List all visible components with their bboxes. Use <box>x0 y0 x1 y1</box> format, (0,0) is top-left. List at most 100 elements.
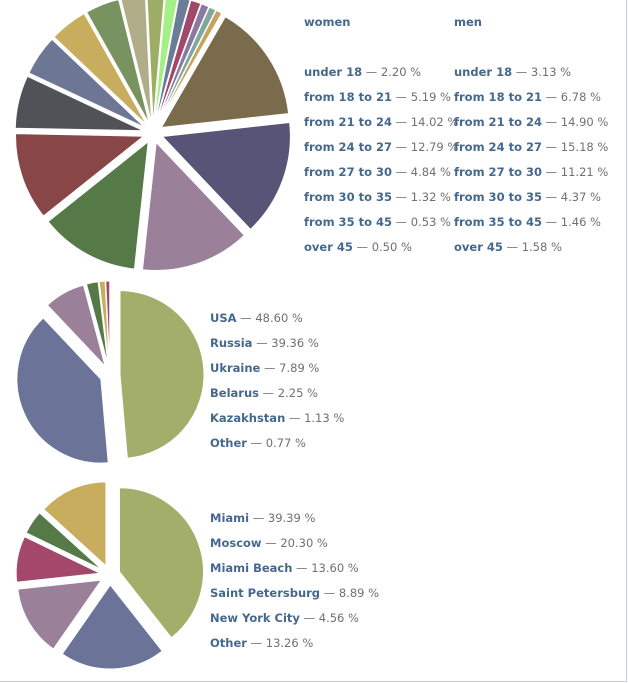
women-legend-value: 2.20 % <box>380 65 422 79</box>
city-legend-separator: — <box>292 561 312 575</box>
city-legend-value: 13.60 % <box>311 561 359 575</box>
men-legend-label[interactable]: from 30 to 35 <box>454 190 542 204</box>
country-legend-row: Ukraine — 7.89 % <box>210 356 344 381</box>
city-legend-row: Moscow — 20.30 % <box>210 531 379 556</box>
women-legend-value: 1.32 % <box>410 190 451 204</box>
women-legend-label[interactable]: from 30 to 35 <box>304 190 392 204</box>
men-age-legend: men under 18 — 3.13 % from 18 to 21 — 6.7… <box>454 10 608 260</box>
men-legend-title: men <box>454 15 482 29</box>
men-legend-label[interactable]: over 45 <box>454 240 503 254</box>
age-pie-slice[interactable] <box>53 12 148 126</box>
countries-legend: USA — 48.60 % Russia — 39.36 % Ukraine — 7… <box>210 306 344 456</box>
women-legend-title: women <box>304 15 351 29</box>
country-legend-label[interactable]: Russia <box>210 336 253 350</box>
city-legend-row: Miami Beach — 13.60 % <box>210 556 379 581</box>
country-legend-label[interactable]: Kazakhstan <box>210 411 286 425</box>
country-legend-label[interactable]: USA <box>210 311 237 325</box>
men-legend-separator: — <box>541 140 561 154</box>
age-pie-slice[interactable] <box>155 0 202 124</box>
age-pie-slice[interactable] <box>156 6 217 125</box>
country-legend-label[interactable]: Ukraine <box>210 361 261 375</box>
men-legend-label[interactable]: from 24 to 27 <box>454 140 542 154</box>
age-pie-slice[interactable] <box>47 140 149 270</box>
city-legend-separator: — <box>320 586 339 600</box>
men-legend-label[interactable]: from 21 to 24 <box>454 115 542 129</box>
country-pie-slice[interactable] <box>46 284 106 367</box>
country-pie-slice[interactable] <box>85 281 109 366</box>
men-legend-row: under 18 — 3.13 % <box>454 60 608 85</box>
age-pie-slice[interactable] <box>146 0 165 124</box>
women-legend-label[interactable]: from 24 to 27 <box>304 140 392 154</box>
city-pie-slice[interactable] <box>118 487 204 639</box>
age-pie-slice[interactable] <box>85 0 150 124</box>
country-pie-slice[interactable] <box>98 280 110 366</box>
age-pie-chart <box>14 0 291 271</box>
country-legend-separator: — <box>258 386 278 400</box>
women-legend-label[interactable]: from 18 to 21 <box>304 90 392 104</box>
men-legend-row: from 24 to 27 — 15.18 % <box>454 135 608 160</box>
country-legend-separator: — <box>285 411 305 425</box>
age-pie-slice[interactable] <box>28 38 146 128</box>
city-legend-label[interactable]: Miami Beach <box>210 561 293 575</box>
city-pie-slice[interactable] <box>61 584 163 670</box>
women-legend-separator: — <box>352 240 372 254</box>
country-legend-value: 7.89 % <box>279 361 320 375</box>
women-legend-label[interactable]: over 45 <box>304 240 353 254</box>
country-legend-value: 1.13 % <box>304 411 345 425</box>
age-pie-slice[interactable] <box>15 133 145 217</box>
women-legend-label[interactable]: from 27 to 30 <box>304 165 392 179</box>
women-legend-separator: — <box>362 65 381 79</box>
country-pie-slice[interactable] <box>119 290 205 459</box>
men-legend-label[interactable]: from 35 to 45 <box>454 215 542 229</box>
age-pie-slice[interactable] <box>161 121 291 231</box>
men-legend-row: from 18 to 21 — 6.78 % <box>454 85 608 110</box>
city-legend-label[interactable]: Miami <box>210 511 250 525</box>
men-legend-row: from 27 to 30 — 11.21 % <box>454 160 608 185</box>
country-legend-value: 39.36 % <box>271 336 319 350</box>
men-legend-label[interactable]: from 27 to 30 <box>454 165 542 179</box>
city-pie-slice[interactable] <box>17 579 103 650</box>
country-legend-value: 2.25 % <box>277 386 318 400</box>
cities-pie-chart <box>15 481 204 670</box>
city-legend-label[interactable]: Other <box>210 636 247 650</box>
city-pie-slice[interactable] <box>43 481 107 567</box>
women-legend-label[interactable]: from 35 to 45 <box>304 215 392 229</box>
women-legend-label[interactable]: from 21 to 24 <box>304 115 392 129</box>
city-pie-slice[interactable] <box>25 512 103 570</box>
women-legend-separator: — <box>391 90 411 104</box>
women-legend-separator: — <box>391 215 411 229</box>
country-legend-value: 48.60 % <box>255 311 303 325</box>
age-pie-slice[interactable] <box>14 75 144 132</box>
men-legend-separator: — <box>541 190 561 204</box>
city-legend-value: 39.39 % <box>267 511 316 525</box>
country-legend-label[interactable]: Other <box>210 436 247 450</box>
men-legend-value: 15.18 % <box>560 140 609 154</box>
men-legend-separator: — <box>541 90 561 104</box>
city-legend-label[interactable]: New York City <box>210 611 300 625</box>
city-legend-label[interactable]: Moscow <box>210 536 262 550</box>
men-legend-value: 3.13 % <box>530 65 572 79</box>
city-pie-slice[interactable] <box>15 535 102 583</box>
city-legend-label[interactable]: Saint Petersburg <box>210 586 321 600</box>
women-legend-value: 0.50 % <box>371 240 412 254</box>
country-legend-label[interactable]: Belarus <box>210 386 259 400</box>
men-legend-separator: — <box>541 115 561 129</box>
women-legend-separator: — <box>391 165 411 179</box>
country-legend-row: Kazakhstan — 1.13 % <box>210 406 344 431</box>
age-pie-slice[interactable] <box>154 0 191 124</box>
city-legend-row: Saint Petersburg — 8.89 % <box>210 581 379 606</box>
age-pie-slice[interactable] <box>160 16 290 129</box>
women-legend-row: from 35 to 45 — 0.53 % <box>304 210 458 235</box>
women-legend-label[interactable]: under 18 <box>304 65 363 79</box>
men-legend-label[interactable]: under 18 <box>454 65 513 79</box>
age-pie-slice[interactable] <box>141 141 246 271</box>
age-pie-slice[interactable] <box>120 0 153 124</box>
age-pie-slice[interactable] <box>156 3 210 124</box>
age-pie-slice[interactable] <box>153 0 178 124</box>
men-legend-label[interactable]: from 18 to 21 <box>454 90 542 104</box>
age-pie-slice[interactable] <box>157 9 223 125</box>
country-legend-row: USA — 48.60 % <box>210 306 344 331</box>
country-pie-slice[interactable] <box>16 317 109 464</box>
women-legend-row: from 18 to 21 — 5.19 % <box>304 85 458 110</box>
country-pie-slice[interactable] <box>105 280 111 366</box>
